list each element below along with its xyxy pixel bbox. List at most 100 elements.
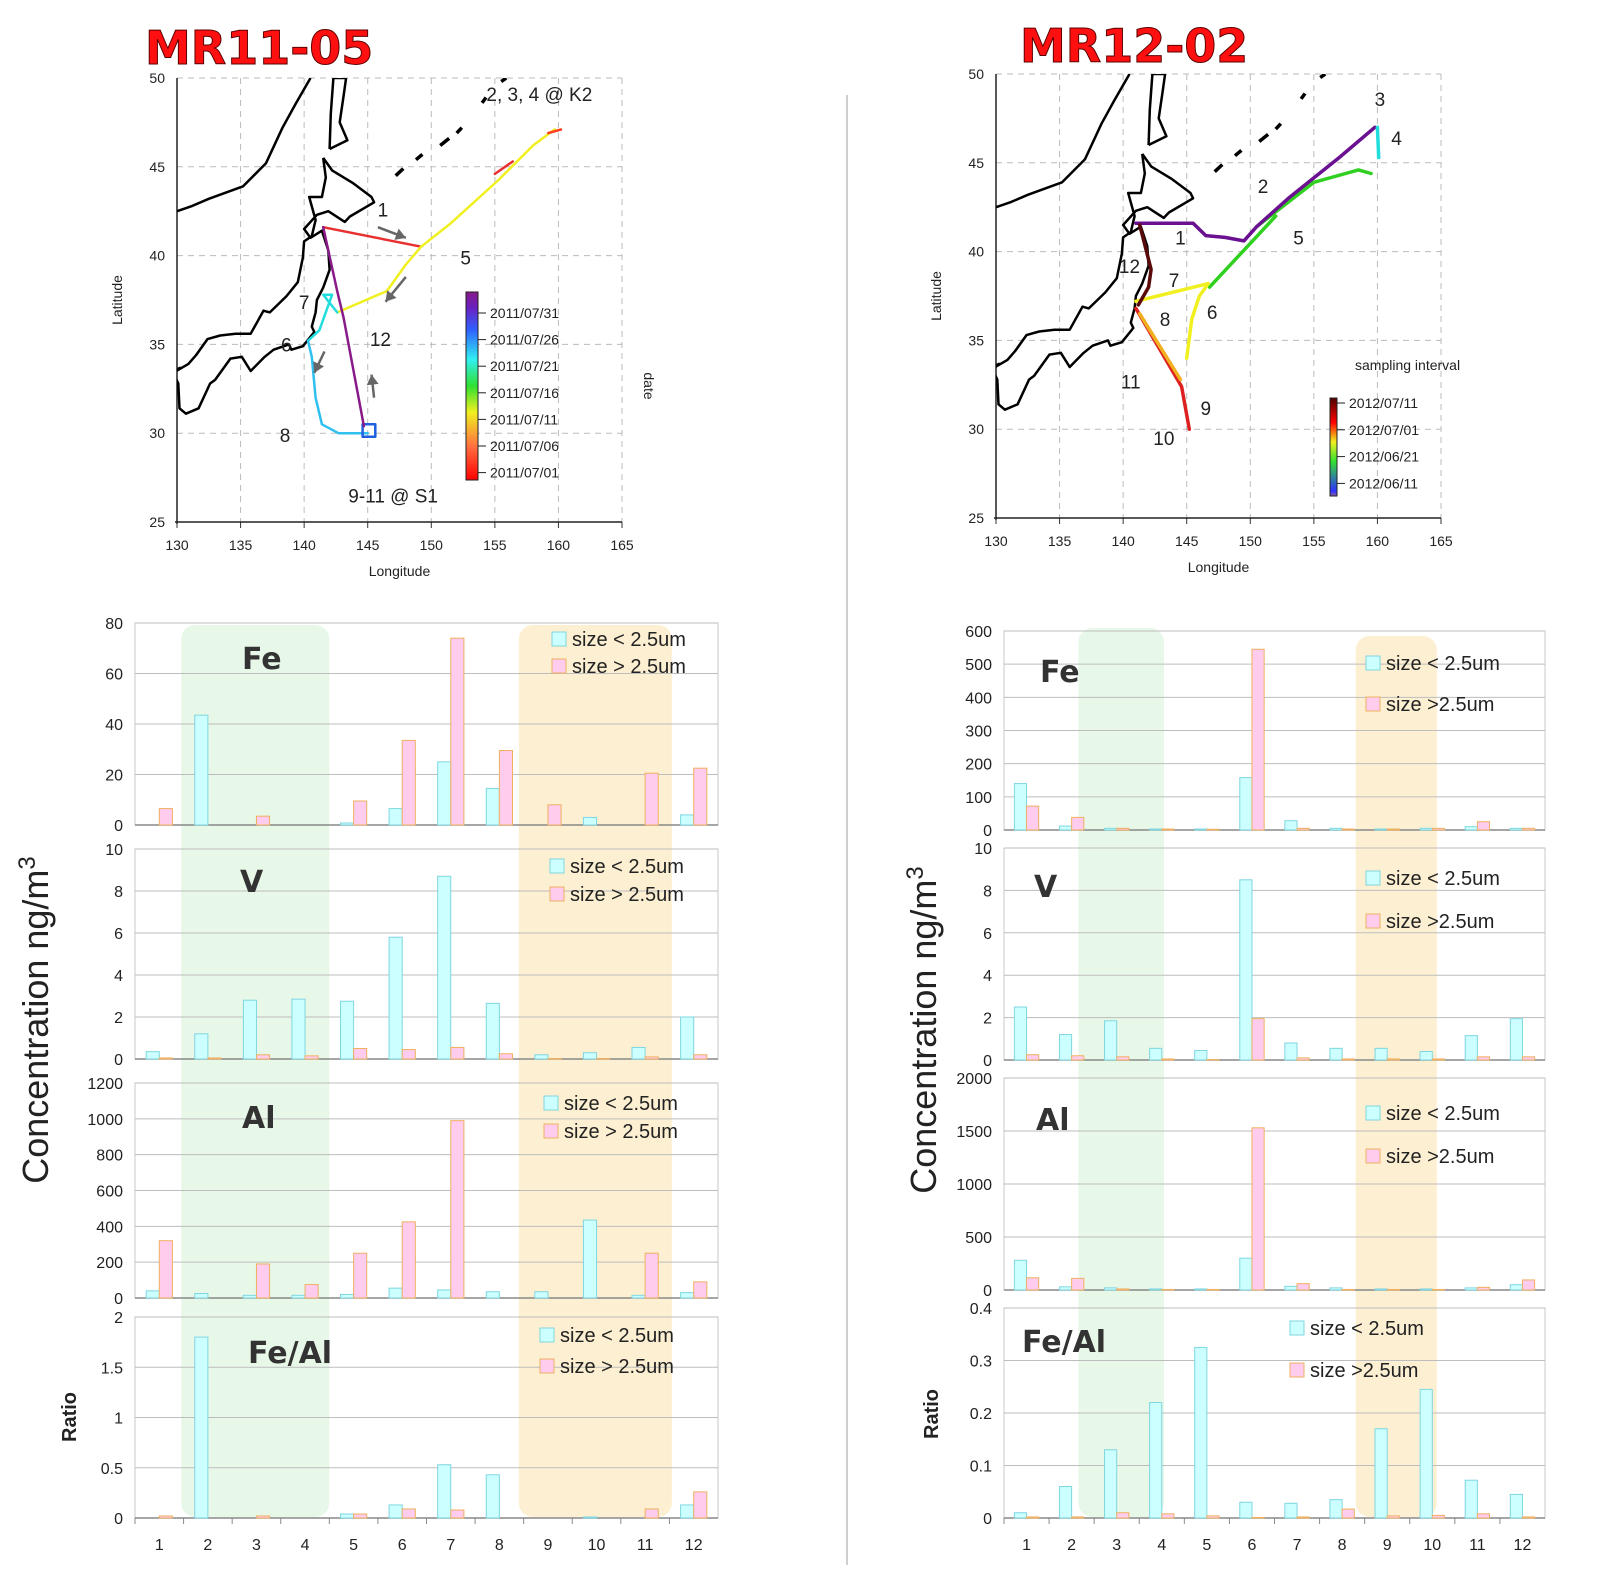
x-tick-label: 9 — [544, 1537, 553, 1554]
y-tick-label: 500 — [965, 657, 992, 674]
bar-large — [1161, 828, 1175, 831]
map-station-label: 8 — [280, 426, 291, 447]
ylabel-concentration-left: Concentration ng/m3 — [14, 856, 57, 1184]
bar-small — [1104, 1287, 1118, 1291]
map-x-tick-label: 155 — [1302, 533, 1326, 549]
bar-chart-mr12-02-v: 0 2 4 6 8 10 V size < 2.5um size >2.5um — [974, 841, 1546, 1070]
y-tick-label: 500 — [965, 1230, 992, 1247]
bar-small — [1013, 1259, 1028, 1291]
legend-swatch-large — [551, 658, 567, 674]
bar-small — [1013, 1006, 1028, 1061]
bar-small — [194, 1293, 209, 1299]
bar-small — [582, 1516, 598, 1519]
map-station-label: 5 — [460, 248, 471, 269]
y-tick-label: 0 — [114, 818, 123, 835]
map-station-label: 7 — [299, 293, 310, 314]
x-tick-label: 2 — [1067, 1537, 1076, 1554]
bar-large — [644, 1056, 659, 1060]
colorbar-tick-label: 2011/07/01 — [490, 465, 559, 481]
y-tick-label: 200 — [965, 757, 992, 774]
bar-large — [1431, 1514, 1445, 1519]
map-y-tick-label: 50 — [149, 70, 165, 86]
bar-large — [498, 1053, 513, 1060]
bar-small — [340, 1513, 355, 1519]
bar-large — [693, 1054, 708, 1060]
legend-label-small: size < 2.5um — [1386, 868, 1500, 890]
x-tick-label: 12 — [1514, 1537, 1532, 1554]
bar-large — [1296, 1057, 1310, 1061]
bar-large — [1521, 827, 1536, 831]
map-x-tick-label: 165 — [1429, 533, 1453, 549]
x-tick-label: 7 — [1293, 1537, 1302, 1554]
bar-large — [255, 1054, 271, 1060]
bar-large — [1071, 816, 1085, 831]
bar-large — [547, 804, 562, 826]
bar-small — [1058, 825, 1073, 831]
bar-large — [1206, 1288, 1220, 1291]
colorbar-tick-label: 2012/06/21 — [1349, 449, 1419, 465]
bar-large — [255, 1515, 271, 1519]
y-tick-label: 400 — [965, 690, 992, 707]
bar-small — [1509, 1018, 1523, 1061]
bar-large — [644, 1252, 659, 1299]
bar-small — [534, 1054, 549, 1060]
map-y-tick-label: 35 — [968, 332, 984, 348]
map-x-tick-label: 130 — [165, 537, 189, 553]
bar-large — [1476, 1286, 1491, 1291]
bar-small — [1509, 1493, 1523, 1519]
y-tick-label: 8 — [114, 884, 123, 901]
bar-small — [1284, 1042, 1298, 1061]
legend-swatch-large — [549, 886, 565, 902]
map-x-tick-label: 145 — [1175, 533, 1199, 549]
bar-large — [1476, 1513, 1491, 1519]
y-tick-label: 10 — [105, 842, 123, 859]
colorbar-tick-label: 2011/07/06 — [490, 438, 559, 454]
map-x-tick-label: 150 — [1239, 533, 1263, 549]
legend: size < 2.5um size > 2.5um — [551, 629, 686, 678]
bar-small — [1194, 1288, 1208, 1291]
element-label: Fe/Al — [1022, 1325, 1106, 1360]
legend: size < 2.5um size >2.5um — [1365, 653, 1500, 716]
bar-small — [291, 1294, 306, 1299]
bar-large — [304, 1055, 319, 1060]
map-xlabel: Longitude — [1188, 559, 1250, 575]
legend-swatch-small — [543, 1095, 559, 1111]
legend-label-small: size < 2.5um — [1386, 653, 1500, 675]
map-station-label: 1 — [1175, 228, 1186, 249]
bar-large — [1206, 1515, 1220, 1519]
bar-large — [255, 815, 271, 826]
legend-label-small: size < 2.5um — [560, 1325, 674, 1347]
x-tick-label: 1 — [155, 1537, 164, 1554]
map-station-label: 4 — [1391, 129, 1402, 150]
bar-large — [693, 1491, 708, 1519]
bar-large — [450, 1509, 465, 1519]
bar-small — [1284, 820, 1298, 831]
y-tick-label: 4 — [114, 968, 123, 985]
bar-large — [1116, 827, 1130, 831]
bar-large — [1386, 1058, 1400, 1061]
bar-small — [1239, 1501, 1253, 1519]
bar-large — [1521, 1279, 1536, 1291]
map-station-label: 2 — [1258, 177, 1269, 198]
legend-label-small: size < 2.5um — [1386, 1103, 1500, 1125]
colorbar-tick-label: 2011/07/16 — [490, 385, 559, 401]
bar-small — [485, 787, 500, 826]
bar-small — [1058, 1486, 1073, 1519]
y-tick-label: 20 — [105, 768, 123, 785]
bar-small — [1509, 827, 1523, 831]
map-xlabel: Longitude — [369, 563, 431, 579]
bar-large — [1341, 1288, 1355, 1291]
y-tick-label: 1000 — [87, 1112, 123, 1129]
cruise-track — [306, 128, 563, 439]
bar-large — [1161, 1513, 1175, 1519]
bar-large — [450, 637, 465, 826]
ylabel-ratio: Ratio — [59, 1392, 81, 1442]
legend: size < 2.5um size > 2.5um — [549, 856, 684, 906]
x-tick-label: 6 — [398, 1537, 407, 1554]
bar-small — [1104, 1449, 1118, 1519]
y-tick-label: 100 — [965, 790, 992, 807]
bar-small — [242, 1294, 257, 1299]
y-tick-label: 60 — [105, 667, 123, 684]
y-tick-label: 6 — [114, 926, 123, 943]
